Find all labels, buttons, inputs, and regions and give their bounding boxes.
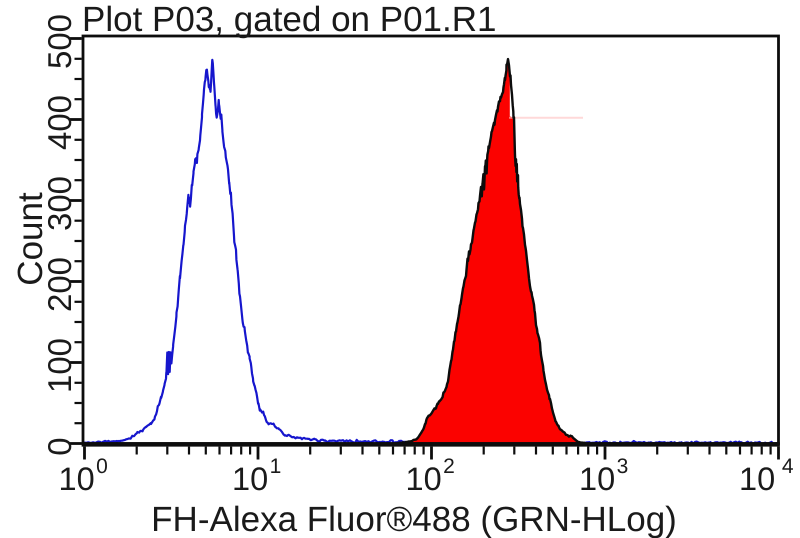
svg-text:10: 10	[406, 461, 442, 497]
svg-text:10: 10	[232, 461, 268, 497]
svg-text:Plot P03, gated on P01.R1: Plot P03, gated on P01.R1	[82, 0, 496, 39]
svg-text:10: 10	[59, 461, 95, 497]
svg-text:400: 400	[41, 95, 78, 150]
svg-text:2: 2	[443, 455, 455, 478]
svg-text:4: 4	[782, 455, 794, 478]
svg-text:0: 0	[41, 437, 78, 455]
svg-text:100: 100	[41, 338, 78, 393]
svg-text:10: 10	[579, 461, 615, 497]
svg-text:3: 3	[617, 455, 629, 478]
svg-text:0: 0	[96, 455, 108, 478]
svg-text:500: 500	[41, 14, 78, 69]
svg-text:300: 300	[41, 176, 78, 231]
svg-text:FH-Alexa Fluor®488 (GRN-HLog): FH-Alexa Fluor®488 (GRN-HLog)	[151, 500, 677, 538]
svg-text:200: 200	[41, 257, 78, 312]
svg-text:1: 1	[270, 455, 282, 478]
svg-text:10: 10	[739, 461, 775, 497]
svg-text:Count: Count	[11, 192, 50, 286]
